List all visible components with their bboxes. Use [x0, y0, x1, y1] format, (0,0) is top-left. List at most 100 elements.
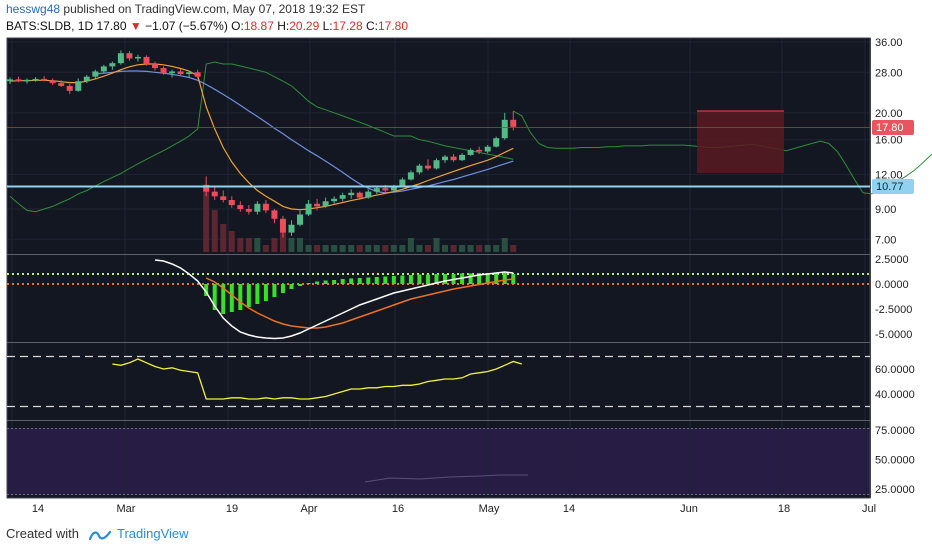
- macd-tick-label: 2.5000: [875, 254, 909, 266]
- close-label: C:: [365, 19, 378, 33]
- level-badge: 10.77: [872, 179, 914, 194]
- stoch-tick-label: 50.0000: [875, 455, 915, 467]
- candle-body: [356, 192, 363, 198]
- macd-hist-bar: [485, 273, 490, 284]
- candle-body: [382, 188, 389, 191]
- candle-body: [373, 188, 380, 192]
- volume-bar: [228, 231, 235, 252]
- candle-body: [41, 78, 48, 81]
- time-axis: 14 Mar 19 Apr 16 May 14 Jun 18 Jul: [32, 503, 876, 515]
- candle-body: [339, 195, 346, 199]
- low-label: L:: [322, 19, 333, 33]
- volume-bar: [254, 238, 261, 252]
- price-axis: 36.00 28.00 20.00 16.00 12.00 9.00 7.00 2.5000 0…: [875, 37, 915, 496]
- macd-hist-bar: [238, 284, 243, 310]
- candle-body: [32, 78, 39, 81]
- macd-hist-bar: [332, 280, 337, 284]
- volume-bar: [450, 245, 457, 252]
- price-tick-label: 20.00: [875, 108, 903, 120]
- candle-body: [279, 218, 286, 233]
- macd-hist-bar: [417, 274, 422, 284]
- price-tick-label: 16.00: [875, 135, 903, 147]
- candle-body: [271, 210, 278, 219]
- rsi-tick-label: 40.0000: [875, 389, 915, 401]
- volume-bar: [373, 245, 380, 252]
- macd-pane: [7, 259, 870, 340]
- ma-blue-line: [95, 70, 514, 194]
- time-tick-label: Jun: [680, 503, 698, 515]
- low-value: 17.28: [332, 19, 363, 33]
- stoch-band: [7, 428, 870, 495]
- stoch-tick-label: 75.0000: [875, 425, 915, 437]
- brand-link[interactable]: TradingView: [117, 526, 189, 541]
- time-tick-label: Apr: [300, 503, 317, 515]
- rsi-pane-bg: [7, 343, 870, 420]
- rsi-tick-label: 60.0000: [875, 364, 915, 376]
- volume-bar: [390, 245, 397, 252]
- last-price: 17.80: [96, 19, 127, 33]
- volume-bar: [297, 238, 304, 252]
- footer: Created with TradingView: [6, 526, 189, 541]
- high-label: H:: [277, 19, 290, 33]
- forecast-box: [697, 111, 784, 173]
- candle-body: [288, 224, 295, 233]
- price-change: −1.07 (−5.67%): [145, 19, 228, 33]
- down-arrow-icon: ▼: [129, 19, 142, 33]
- macd-hist-bar: [340, 279, 345, 284]
- macd-hist-bar: [502, 273, 507, 284]
- candle-body: [416, 165, 423, 173]
- candle-body: [177, 71, 184, 75]
- candle-body: [399, 179, 406, 186]
- macd-hist-bar: [349, 278, 354, 284]
- volume-bar: [211, 210, 218, 252]
- macd-hist-bar: [494, 273, 499, 284]
- price-tick-label: 7.00: [875, 234, 896, 246]
- time-tick-label: May: [479, 503, 500, 515]
- volume-bar: [279, 231, 286, 252]
- macd-pane-bg: [7, 255, 870, 342]
- volume-bar: [237, 238, 244, 252]
- candle-body: [305, 203, 312, 215]
- macd-hist-bar: [468, 273, 473, 284]
- macd-tick-label: -5.0000: [875, 329, 912, 341]
- volume-bar: [493, 245, 500, 252]
- candle-body: [390, 185, 397, 191]
- volume-bar: [476, 245, 483, 252]
- macd-hist-bar: [246, 284, 251, 307]
- volume-bar: [339, 245, 346, 252]
- candle-body: [262, 203, 269, 211]
- candle-body: [322, 201, 329, 207]
- candle-body: [450, 156, 457, 161]
- author-link[interactable]: hesswg48: [6, 2, 61, 16]
- macd-hist-bar: [408, 275, 413, 284]
- candle-body: [493, 138, 500, 147]
- time-tick-label: 18: [778, 503, 790, 515]
- volume-bars: [203, 189, 517, 252]
- candle-body: [348, 192, 355, 196]
- high-value: 20.29: [289, 19, 320, 33]
- volume-bar: [501, 238, 508, 252]
- candle-body: [169, 71, 176, 74]
- volume-bar: [271, 238, 278, 252]
- macd-tick-label: 0.0000: [875, 279, 909, 291]
- macd-hist-bar: [229, 284, 234, 312]
- candle-body: [152, 63, 159, 69]
- macd-hist-bar: [400, 275, 405, 284]
- macd-hist-bar: [443, 274, 448, 284]
- price-tick-label: 36.00: [875, 37, 903, 49]
- macd-hist-bar: [383, 276, 388, 284]
- tradingview-logo-icon: [88, 529, 111, 541]
- volume-bar: [399, 245, 406, 252]
- volume-bar: [424, 245, 431, 252]
- candle-body: [442, 156, 449, 161]
- last-price-badge-text: 17.80: [876, 122, 904, 134]
- volume-bar: [365, 245, 372, 252]
- candle-body: [194, 72, 201, 77]
- candle-body: [186, 72, 193, 75]
- candle-body: [433, 160, 440, 169]
- time-axis-bg: [7, 498, 925, 520]
- volume-bar: [442, 245, 449, 252]
- macd-hist-bar: [204, 284, 209, 296]
- candle-body: [160, 68, 167, 74]
